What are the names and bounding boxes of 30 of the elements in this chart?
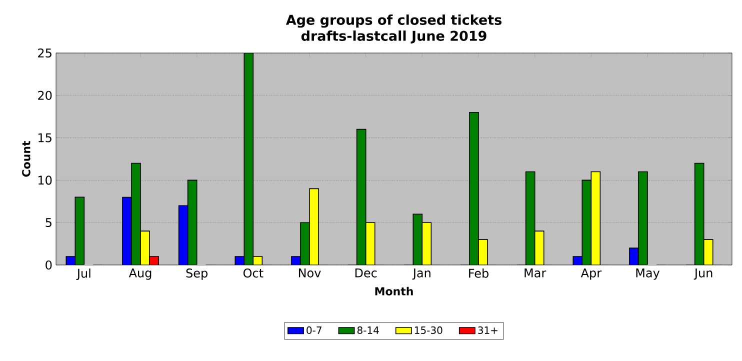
bar <box>534 230 544 265</box>
y-tick-label: 20 <box>38 90 52 100</box>
x-tick-label: Aug <box>128 268 152 280</box>
x-tick-label: Apr <box>580 268 602 280</box>
y-tick-label: 15 <box>38 133 52 142</box>
x-tick-label: Dec <box>355 268 377 278</box>
legend-label: 8-14 <box>357 326 379 334</box>
y-tick-label: 5 <box>46 218 52 228</box>
x-tick-label: Feb <box>469 268 488 278</box>
y-tick-label: 25 <box>38 48 52 58</box>
bar <box>365 222 376 265</box>
legend-label: 31+ <box>478 326 498 334</box>
x-axis-title: Month <box>375 286 413 296</box>
chart-title: Age groups of closed tickets drafts-lastcall June 2019 <box>286 14 502 44</box>
bar <box>422 222 432 265</box>
x-tick-label: Nov <box>298 268 321 278</box>
y-axis-title: Count <box>22 140 30 177</box>
x-tick-label: May <box>636 268 660 280</box>
x-tick-label: Jul <box>76 268 90 280</box>
x-tick-label: Oct <box>243 268 264 278</box>
x-tick-label: Mar <box>524 268 546 278</box>
bar <box>590 171 601 265</box>
bar <box>703 239 714 265</box>
x-tick-label: Jan <box>412 268 430 280</box>
y-tick-label: 0 <box>46 260 52 270</box>
legend-label: 0-7 <box>306 326 322 334</box>
y-tick-label: 10 <box>38 176 52 185</box>
x-tick-label: Jun <box>694 268 712 280</box>
legend-label: 15-30 <box>414 326 442 334</box>
x-tick-label: Sep <box>186 268 208 280</box>
